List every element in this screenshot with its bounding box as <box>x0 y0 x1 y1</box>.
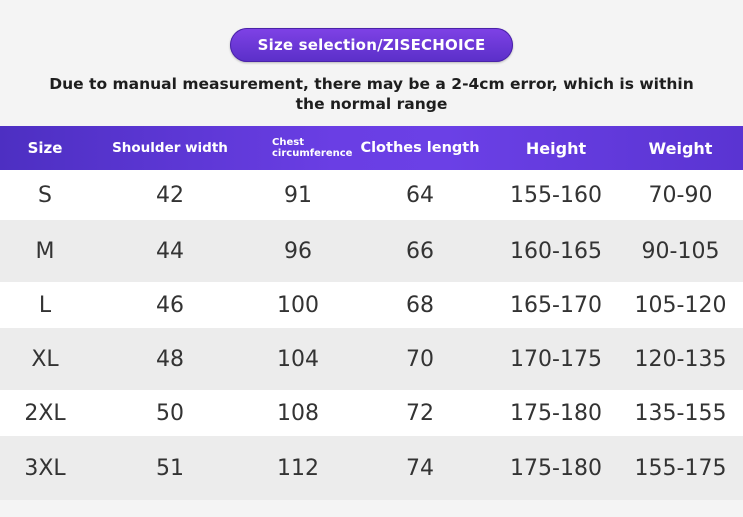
header-clothes-length: Clothes length <box>360 140 480 156</box>
cell-size: 3XL <box>24 455 66 481</box>
cell-size: 2XL <box>24 400 66 426</box>
header-chest-circumference: Chest circumference <box>272 137 353 159</box>
cell-size: L <box>38 292 52 318</box>
cell-chest: 112 <box>277 455 319 481</box>
cell-height: 175-180 <box>510 400 602 426</box>
header-weight: Weight <box>648 138 713 158</box>
cell-clothes-length: 70 <box>406 346 434 372</box>
table-body: S 42 91 64 155-160 70-90 M 44 96 66 160-… <box>0 170 743 500</box>
title-text: Size selection/ZISECHOICE <box>257 36 486 54</box>
table-row: 2XL 50 108 72 175-180 135-155 <box>0 390 743 436</box>
cell-chest: 100 <box>277 292 319 318</box>
cell-size: M <box>35 238 55 264</box>
header-size: Size <box>27 139 63 157</box>
cell-chest: 91 <box>284 182 312 208</box>
cell-height: 170-175 <box>510 346 602 372</box>
cell-clothes-length: 66 <box>406 238 434 264</box>
cell-height: 165-170 <box>510 292 602 318</box>
title-badge: Size selection/ZISECHOICE <box>230 28 513 62</box>
cell-shoulder-width: 42 <box>156 182 184 208</box>
cell-clothes-length: 72 <box>406 400 434 426</box>
table-header: Size Shoulder width Chest circumference … <box>0 126 743 170</box>
cell-size: S <box>38 182 52 208</box>
table-row: 3XL 51 112 74 175-180 155-175 <box>0 436 743 500</box>
cell-weight: 135-155 <box>634 400 727 426</box>
cell-weight: 155-175 <box>634 455 727 481</box>
cell-weight: 105-120 <box>634 292 727 318</box>
header-height: Height <box>525 138 587 158</box>
cell-chest: 108 <box>277 400 319 426</box>
cell-weight: 90-105 <box>641 238 720 264</box>
table-row: M 44 96 66 160-165 90-105 <box>0 220 743 282</box>
cell-shoulder-width: 44 <box>156 238 184 264</box>
cell-size: XL <box>31 346 59 372</box>
cell-clothes-length: 68 <box>406 292 434 318</box>
cell-shoulder-width: 50 <box>156 400 184 426</box>
cell-clothes-length: 64 <box>406 182 434 208</box>
table-row: XL 48 104 70 170-175 120-135 <box>0 328 743 390</box>
cell-weight: 70-90 <box>648 182 713 208</box>
header-shoulder-width: Shoulder width <box>112 140 228 156</box>
cell-height: 155-160 <box>510 182 602 208</box>
cell-height: 160-165 <box>510 238 602 264</box>
cell-clothes-length: 74 <box>406 455 434 481</box>
size-table: Size Shoulder width Chest circumference … <box>0 126 743 500</box>
cell-chest: 104 <box>277 346 319 372</box>
cell-shoulder-width: 46 <box>156 292 184 318</box>
table-row: L 46 100 68 165-170 105-120 <box>0 282 743 328</box>
cell-chest: 96 <box>284 238 312 264</box>
table-row: S 42 91 64 155-160 70-90 <box>0 170 743 220</box>
cell-shoulder-width: 51 <box>156 455 184 481</box>
cell-height: 175-180 <box>510 455 602 481</box>
measurement-note: Due to manual measurement, there may be … <box>49 75 694 113</box>
cell-shoulder-width: 48 <box>156 346 184 372</box>
cell-weight: 120-135 <box>634 346 727 372</box>
